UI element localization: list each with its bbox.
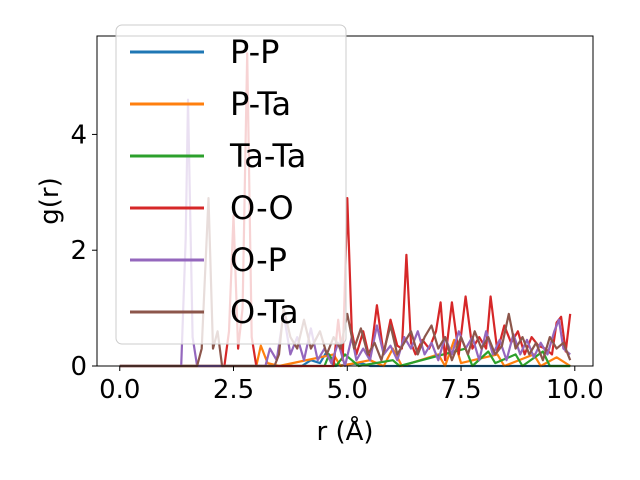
legend-label-o-p: O-P: [230, 241, 287, 279]
legend: P-P P-Ta Ta-Ta O-O O-P O-Ta: [115, 24, 347, 345]
x-tick-label: 7.5: [440, 375, 481, 405]
y-axis-label: g(r): [35, 177, 65, 224]
x-tick-label: 2.5: [213, 375, 254, 405]
x-axis-ticks: 0.0 2.5 5.0 7.5 10.0: [99, 366, 604, 405]
legend-label-p-p: P-P: [230, 33, 279, 71]
legend-label-o-o: O-O: [230, 189, 294, 227]
legend-items: P-P P-Ta Ta-Ta O-O O-P O-Ta: [130, 33, 306, 331]
x-axis-label: r (Å): [316, 415, 373, 447]
y-tick-label: 0: [70, 352, 87, 382]
y-tick-label: 4: [70, 120, 87, 150]
legend-label-p-ta: P-Ta: [230, 85, 291, 123]
legend-label-ta-ta: Ta-Ta: [229, 137, 306, 175]
y-axis-ticks: 0 2 4: [70, 120, 97, 382]
x-tick-label: 0.0: [99, 375, 140, 405]
legend-label-o-ta: O-Ta: [230, 293, 299, 331]
x-tick-label: 10.0: [546, 375, 604, 405]
y-tick-label: 2: [70, 236, 87, 266]
x-tick-label: 5.0: [327, 375, 368, 405]
